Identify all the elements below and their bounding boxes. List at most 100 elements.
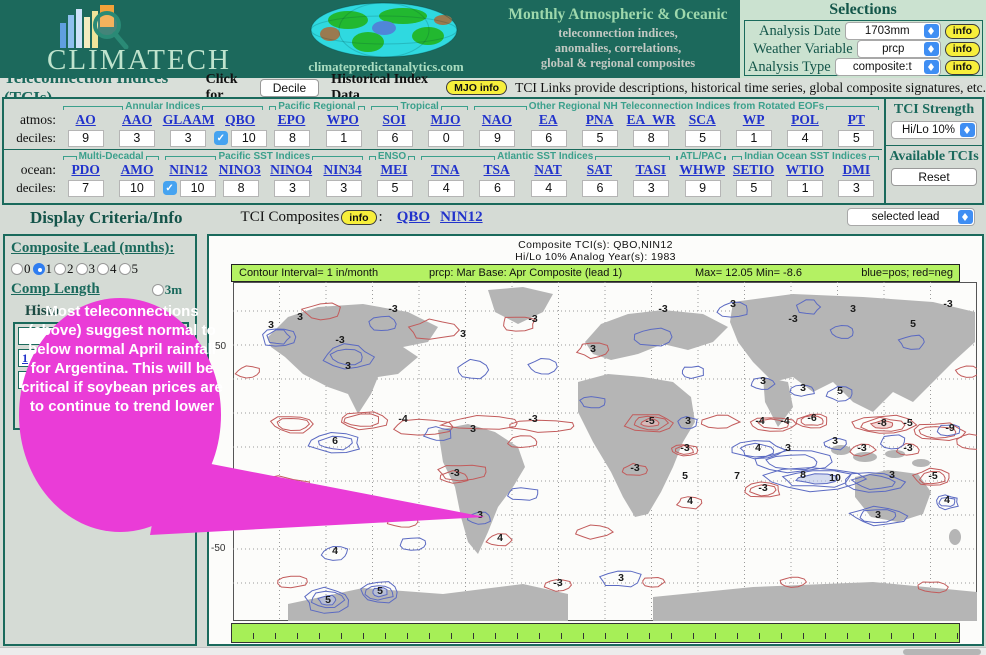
tci-link-aao[interactable]: AAO	[122, 112, 153, 127]
radio-label: 2	[67, 261, 74, 276]
decile-cell-pt: 5	[831, 128, 882, 148]
tci-link-mjo[interactable]: MJO	[430, 112, 461, 127]
tci-link-tasi[interactable]: TASI	[635, 162, 667, 177]
tci-link-soi[interactable]: SOI	[382, 112, 406, 127]
divider	[886, 145, 982, 146]
tci-link-dmi[interactable]: DMI	[842, 162, 871, 177]
tci-link-pna[interactable]: PNA	[585, 112, 614, 127]
tci-link-whwp[interactable]: WHWP	[679, 162, 726, 177]
tci-link-glaam[interactable]: GLAAM	[162, 112, 215, 127]
tci-link-amo[interactable]: AMO	[120, 162, 154, 177]
tci-link-epo[interactable]: EPO	[277, 112, 306, 127]
radio-label: 0	[24, 261, 31, 276]
colon: :	[378, 209, 383, 225]
tci-link-nao[interactable]: NAO	[481, 112, 512, 127]
stepper-icon[interactable]	[958, 210, 973, 224]
radio-icon[interactable]	[54, 263, 66, 275]
radio-icon[interactable]	[118, 263, 131, 275]
tci-link-pt[interactable]: PT	[847, 112, 865, 127]
composites-info-button[interactable]: info	[341, 210, 377, 225]
svg-text:-4: -4	[780, 415, 789, 427]
tci-link-wtio[interactable]: WTIO	[785, 162, 825, 177]
tci-link-pdo[interactable]: PDO	[71, 162, 100, 177]
svg-text:10: 10	[829, 472, 841, 484]
composite-link-nin12[interactable]: NIN12	[440, 209, 483, 225]
radio-3m[interactable]	[151, 283, 164, 296]
stepper-icon[interactable]	[923, 24, 939, 38]
tci-link-ao[interactable]: AO	[75, 112, 96, 127]
analysis-type-info-button[interactable]: info	[944, 59, 980, 75]
stepper-icon[interactable]	[923, 60, 939, 74]
composite-link-qbo[interactable]: QBO	[396, 209, 431, 225]
available-tcis-label: Available TCIs	[889, 149, 979, 164]
comp-length-3m-option[interactable]: 3m	[151, 282, 182, 298]
tci-link-pol[interactable]: POL	[791, 112, 819, 127]
tci-link-setio[interactable]: SETIO	[732, 162, 775, 177]
svg-text:-3: -3	[450, 467, 459, 479]
tci-link-ea_wr[interactable]: EA_WR	[626, 112, 676, 127]
comp-length-row: Comp Length 3m	[11, 281, 195, 298]
checkbox-nin12-checked[interactable]: ✓	[162, 181, 177, 195]
analysis-date-label: Analysis Date	[759, 22, 841, 39]
tci-link-nino4[interactable]: NINO4	[270, 162, 313, 177]
svg-text:-4: -4	[305, 490, 314, 502]
tci-link-sat[interactable]: SAT	[586, 162, 613, 177]
stepper-icon[interactable]	[923, 42, 939, 56]
site-url: climatepredictanalytics.com	[308, 59, 464, 74]
decile-value: 3	[633, 179, 670, 197]
decile-cell-pdo: 7	[60, 178, 111, 198]
analysis-type-select[interactable]: composite:t	[834, 58, 941, 76]
decile-cell-whwp: 9	[677, 178, 728, 198]
lead-radio-1[interactable]: 1	[32, 261, 52, 277]
decile-value: 3	[170, 129, 207, 147]
analysis-date-info-button[interactable]: info	[944, 23, 980, 39]
decile-cell-sat: 6	[574, 178, 625, 198]
radio-icon[interactable]	[11, 263, 23, 275]
tci-link-tsa[interactable]: TSA	[483, 162, 510, 177]
stepper-icon[interactable]	[960, 123, 975, 137]
weather-variable-info-button[interactable]: info	[944, 41, 980, 57]
group-label: Pacific Regional	[266, 101, 369, 112]
decile-cell-amo: 10	[111, 178, 162, 198]
group-label: Indian Ocean SST Indices	[729, 151, 882, 162]
tci-strength-select[interactable]: Hi/Lo 10%	[891, 121, 977, 139]
tci-link-nat[interactable]: NAT	[534, 162, 562, 177]
decile-cell-qbo: ✓ 10	[213, 128, 267, 148]
tci-link-nin12[interactable]: NIN12	[169, 162, 208, 177]
reset-button[interactable]: Reset	[891, 168, 977, 186]
tci-link-nino3[interactable]: NINO3	[218, 162, 261, 177]
tci-link-wpo[interactable]: WPO	[326, 112, 359, 127]
analysis-date-select[interactable]: 1703mm	[844, 22, 941, 40]
mjo-info-button[interactable]: MJO info	[446, 80, 508, 95]
decile-value: 9	[67, 129, 104, 147]
lead-radio-5[interactable]: 5	[118, 261, 138, 277]
tci-link-mei[interactable]: MEI	[380, 162, 408, 177]
decile-value: 0	[428, 129, 465, 147]
scrollbar-thumb[interactable]	[903, 649, 981, 655]
tci-link-ea[interactable]: EA	[538, 112, 558, 127]
svg-text:-9: -9	[945, 422, 954, 434]
weather-variable-select[interactable]: prcp	[856, 40, 941, 58]
decile-value: 10	[230, 129, 267, 147]
svg-text:3: 3	[460, 328, 466, 340]
lead-radio-0[interactable]: 0	[11, 261, 31, 277]
tci-link-qbo[interactable]: QBO	[225, 112, 256, 127]
axis-ticks	[232, 633, 959, 639]
lead-radio-4[interactable]: 4	[97, 261, 117, 277]
lead-radio-3[interactable]: 3	[75, 261, 95, 277]
horizontal-scrollbar[interactable]	[0, 647, 986, 655]
radio-icon[interactable]	[75, 263, 88, 275]
checkbox-qbo-checked[interactable]: ✓	[213, 131, 228, 145]
tci-link-sca[interactable]: SCA	[688, 112, 716, 127]
svg-text:-3: -3	[680, 442, 689, 454]
lead-radio-2[interactable]: 2	[54, 261, 74, 277]
decile-button[interactable]: Decile	[259, 78, 320, 97]
tci-link-tna[interactable]: TNA	[431, 162, 460, 177]
selected-lead-select[interactable]: selected lead	[847, 208, 975, 226]
radio-icon[interactable]	[32, 263, 45, 275]
tci-link-nin34[interactable]: NIN34	[323, 162, 362, 177]
tci-link-wp[interactable]: WP	[742, 112, 765, 127]
svg-text:3: 3	[730, 298, 736, 310]
radio-icon[interactable]	[97, 263, 109, 275]
